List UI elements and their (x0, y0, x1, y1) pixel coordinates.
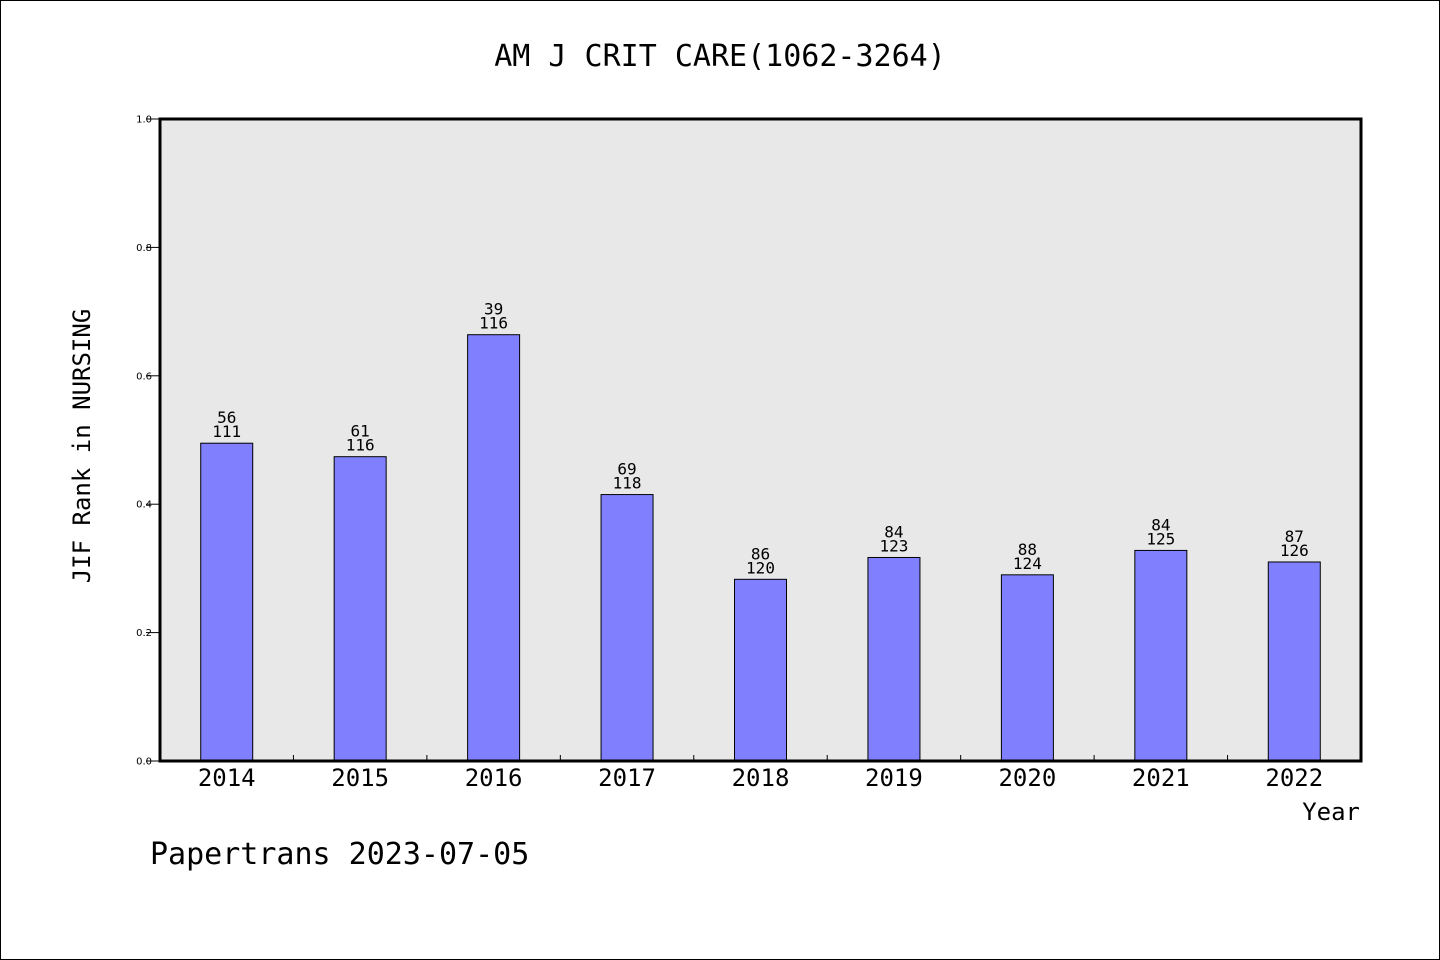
bar-total-label: 116 (346, 436, 375, 455)
footer-watermark: Papertrans 2023-07-05 (150, 837, 529, 872)
bar-total-label: 123 (879, 536, 908, 555)
bar-2022 (1267, 561, 1321, 762)
bars (200, 334, 1321, 762)
bar-rank-label: 84 (884, 522, 903, 541)
bar-2018 (734, 578, 787, 762)
bar-2015 (333, 456, 387, 762)
x-tick-label: 2015 (331, 764, 389, 792)
bar-2016 (467, 334, 521, 762)
bar-2020 (1000, 574, 1054, 762)
bar-total-label: 116 (479, 314, 508, 333)
x-tick-label: 2021 (1132, 764, 1190, 792)
y-tick-label: 1.0 (136, 115, 152, 126)
y-tick-label: 0.0 (136, 757, 152, 768)
bar-rank-label: 87 (1285, 527, 1304, 546)
bar-rank-label: 88 (1018, 540, 1037, 559)
x-tick-label: 2019 (865, 764, 923, 792)
bar-total-label: 124 (1013, 554, 1042, 573)
bar-rank-label: 86 (751, 544, 770, 563)
plot-border (158, 117, 1363, 763)
bar-2019 (867, 556, 921, 762)
y-axis-ticks: 0.0 0.2 0.4 0.6 0.8 1.0 (136, 115, 160, 768)
bar-total-label: 126 (1280, 541, 1309, 560)
x-tick-label: 2014 (198, 764, 256, 792)
bar-rank-label: 84 (1151, 515, 1170, 534)
x-axis-label: Year (1302, 798, 1360, 826)
bar-rank-label: 56 (217, 408, 236, 427)
y-tick-label: 0.8 (136, 243, 152, 254)
bar-rank-label: 39 (484, 300, 503, 319)
y-tick-label: 0.4 (136, 500, 152, 511)
bar-total-label: 120 (746, 558, 775, 577)
x-tick-label: 2020 (998, 764, 1056, 792)
y-axis-label: JIF Rank in NURSING (68, 309, 96, 584)
bar-rank-label: 69 (617, 460, 636, 479)
x-tick-label: 2022 (1265, 764, 1323, 792)
x-tick-label: 2016 (465, 764, 523, 792)
x-tick-label: 2018 (732, 764, 790, 792)
y-tick-label: 0.6 (136, 371, 152, 382)
x-axis-tick-labels: 2014 2015 2016 2017 2018 2019 2020 2021 2022 (198, 764, 1323, 792)
y-tick-label: 0.2 (136, 628, 152, 639)
chart-title: AM J CRIT CARE(1062-3264) (494, 39, 946, 74)
bar-total-label: 125 (1146, 529, 1175, 548)
x-tick-label: 2017 (598, 764, 656, 792)
bar-2021 (1134, 549, 1188, 762)
bar-2014 (200, 442, 254, 762)
bar-total-label: 111 (212, 422, 241, 441)
bar-total-label: 118 (613, 474, 642, 493)
bar-2017 (600, 494, 654, 762)
bar-rank-label: 61 (351, 422, 370, 441)
